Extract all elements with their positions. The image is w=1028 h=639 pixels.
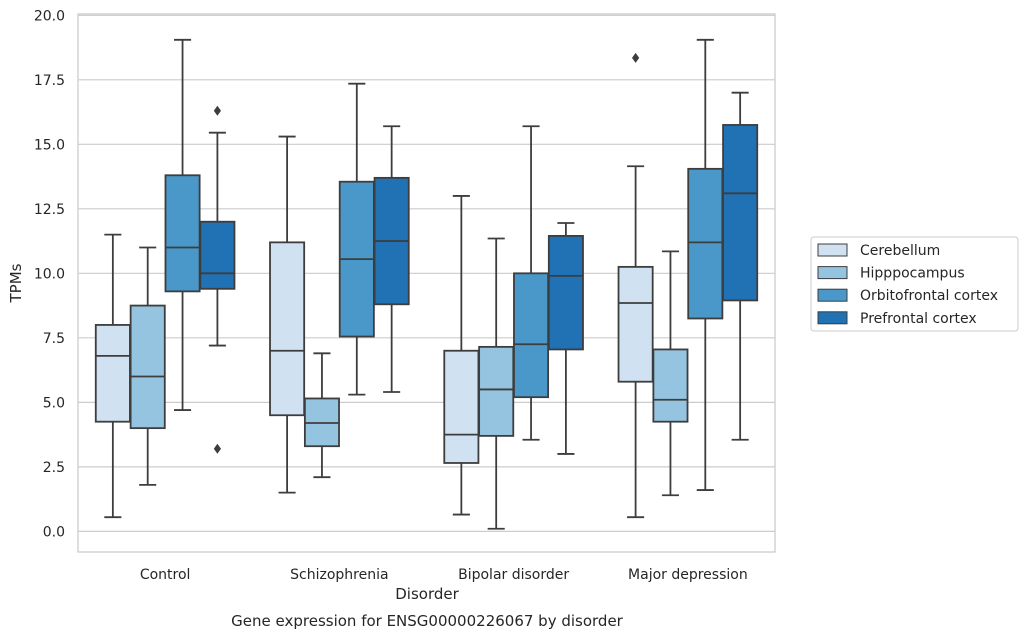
box-group	[652, 250, 689, 497]
box	[269, 241, 306, 417]
box-group	[199, 105, 236, 454]
legend: Cerebellum Hipppocampus Orbitofrontal cort…	[810, 236, 1019, 332]
box-group	[94, 233, 131, 519]
box-group	[164, 38, 201, 411]
y-tick-label: 12.5	[34, 202, 65, 218]
y-tick-label: 10.0	[34, 266, 65, 282]
box	[164, 174, 201, 293]
box	[722, 124, 759, 302]
legend-box	[810, 236, 1019, 332]
box	[687, 167, 724, 320]
y-tick-label: 20.0	[34, 8, 65, 24]
y-tick-labels: 0.0 2.5 5.0 7.5 10.0 12.5 15.0 17.5 20.0	[34, 8, 65, 540]
boxes	[94, 38, 759, 530]
box-group	[478, 237, 515, 530]
box-group	[513, 125, 550, 441]
y-axis-label: TPMs	[7, 263, 25, 303]
y-tick-label: 0.0	[43, 524, 65, 540]
y-tick-label: 17.5	[34, 73, 65, 89]
box	[94, 324, 131, 423]
legend-label: Hipppocampus	[860, 266, 965, 282]
outlier-point	[632, 52, 640, 63]
box	[129, 304, 166, 430]
box	[547, 235, 584, 351]
box	[478, 345, 515, 437]
x-tick-label: Bipolar disorder	[458, 567, 569, 583]
x-tick-label: Major depression	[628, 567, 748, 583]
legend-swatch	[817, 288, 848, 302]
legend-swatch	[817, 266, 848, 280]
y-tick-label: 15.0	[34, 137, 65, 153]
legend-swatch	[817, 243, 848, 257]
legend-label: Cerebellum	[860, 243, 940, 259]
box-group	[269, 135, 306, 494]
box-group	[722, 91, 759, 441]
y-tick-label: 5.0	[43, 395, 65, 411]
gridlines	[78, 14, 775, 532]
x-tick-label: Schizophrenia	[290, 567, 388, 583]
x-tick-labels: Control Schizophrenia Bipolar disorder Majo…	[140, 567, 748, 583]
box-group	[443, 195, 480, 516]
legend-label: Orbitofrontal cortex	[860, 288, 998, 304]
box-group	[129, 246, 166, 486]
legend-swatch	[817, 311, 848, 325]
box	[199, 220, 236, 290]
x-tick-label: Control	[140, 567, 191, 583]
box-group	[373, 125, 410, 393]
y-tick-label: 2.5	[43, 460, 65, 476]
box	[652, 348, 689, 423]
x-axis-label: Disorder	[395, 585, 459, 603]
box	[443, 349, 480, 464]
outlier-point	[213, 105, 221, 116]
y-tick-label: 7.5	[43, 331, 65, 347]
box	[617, 265, 654, 383]
box-group	[547, 222, 584, 455]
chart-title: Gene expression for ENSG00000226067 by d…	[231, 612, 624, 630]
plot-frame	[77, 13, 776, 553]
box-group	[303, 352, 340, 479]
box-group	[617, 52, 654, 519]
outlier-point	[213, 443, 221, 454]
legend-label: Prefrontal cortex	[860, 311, 977, 327]
box	[513, 272, 550, 399]
